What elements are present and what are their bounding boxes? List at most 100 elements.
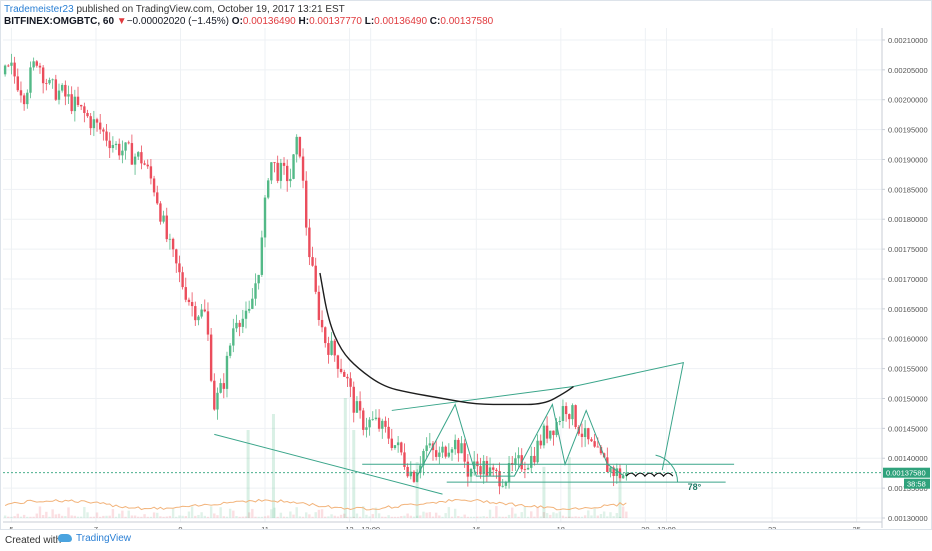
candle-body bbox=[450, 449, 454, 453]
candle-body bbox=[263, 197, 267, 238]
candle-body bbox=[599, 446, 603, 454]
candle-body bbox=[260, 237, 264, 275]
candle-body bbox=[596, 446, 600, 448]
volume-bar bbox=[387, 515, 390, 518]
candle-body bbox=[530, 455, 533, 468]
volume-bar bbox=[292, 514, 295, 518]
candle-body bbox=[48, 79, 51, 84]
volume-bar bbox=[434, 512, 438, 518]
volume-bar bbox=[124, 516, 127, 518]
volume-bar bbox=[149, 516, 153, 518]
volume-bar bbox=[181, 515, 184, 518]
candle-body bbox=[545, 425, 549, 439]
candle-body bbox=[54, 79, 58, 100]
candle-body bbox=[143, 163, 146, 165]
candle-body bbox=[92, 119, 96, 129]
volume-bar bbox=[447, 507, 451, 518]
volume-bar bbox=[438, 515, 441, 518]
candle-body bbox=[564, 406, 568, 415]
volume-bar bbox=[549, 514, 552, 518]
volume-bar bbox=[621, 506, 625, 518]
created-with-label: Created with bbox=[5, 535, 62, 546]
candle-body bbox=[26, 92, 29, 105]
candle-body bbox=[159, 203, 162, 222]
volume-bar bbox=[38, 506, 42, 518]
volume-bar bbox=[219, 507, 222, 518]
candle-body bbox=[298, 136, 302, 157]
candle-body bbox=[387, 426, 390, 439]
candle-body bbox=[371, 419, 374, 420]
candle-body bbox=[583, 428, 587, 437]
price-tick-label: 0.00175000 bbox=[888, 245, 928, 254]
volume-bar bbox=[517, 516, 520, 518]
candle-body bbox=[228, 345, 232, 356]
volume-bar bbox=[111, 509, 115, 518]
symbol-label[interactable]: BITFINEX:OMGBTC, 60 bbox=[4, 16, 115, 27]
candle-body bbox=[219, 383, 222, 393]
candle-body bbox=[152, 178, 156, 193]
candle-body bbox=[526, 467, 530, 470]
price-chart[interactable]: 0.00210000 0.00205000 0.00200000 0.00195000… bbox=[0, 0, 932, 530]
candle-body bbox=[317, 291, 321, 320]
candle-body bbox=[422, 450, 425, 466]
candle-body bbox=[393, 445, 397, 448]
time-tick-label: 16 bbox=[472, 525, 480, 530]
volume-bar bbox=[263, 516, 267, 518]
volume-bar bbox=[492, 516, 495, 518]
volume-bar bbox=[152, 512, 156, 518]
volume-bar bbox=[355, 513, 359, 518]
candle-body bbox=[285, 165, 289, 182]
volume-bar bbox=[463, 514, 466, 518]
countdown-tag bbox=[904, 478, 930, 489]
candle-body bbox=[118, 143, 121, 156]
volume-bar bbox=[324, 516, 327, 518]
forecast-curve bbox=[319, 272, 574, 406]
candle-body bbox=[409, 471, 413, 477]
volume-bar bbox=[317, 509, 321, 518]
volume-bar bbox=[368, 516, 371, 518]
angle-label: 78° bbox=[688, 482, 702, 492]
volume-bar bbox=[555, 513, 558, 518]
candle-body bbox=[98, 122, 102, 130]
volume-bar bbox=[539, 516, 542, 518]
candle-body bbox=[555, 422, 558, 436]
candle-body bbox=[19, 90, 23, 96]
candle-body bbox=[16, 76, 19, 91]
candle-body bbox=[609, 467, 612, 473]
author-link[interactable]: Trademeister23 bbox=[4, 4, 74, 15]
candle-body bbox=[444, 446, 447, 457]
volume-bar bbox=[599, 514, 603, 518]
volume-bar bbox=[469, 516, 473, 518]
volume-bar bbox=[419, 515, 422, 518]
candle-body bbox=[114, 143, 118, 146]
candle-body bbox=[327, 343, 330, 355]
time-tick-label: 12:00 bbox=[361, 525, 380, 530]
volume-bar bbox=[178, 515, 181, 518]
volume-bar bbox=[32, 516, 35, 518]
volume-bar bbox=[371, 514, 374, 518]
volume-bar bbox=[596, 515, 600, 518]
time-tick-label: 5 bbox=[9, 525, 13, 530]
candle-body bbox=[254, 283, 257, 299]
volume-bar bbox=[561, 515, 565, 518]
candle-body bbox=[495, 469, 498, 472]
price-tick-label: 0.00155000 bbox=[888, 365, 928, 374]
candle-body bbox=[171, 238, 175, 250]
candle-body bbox=[111, 145, 115, 149]
candle-body bbox=[358, 401, 362, 411]
volume-bar bbox=[79, 516, 83, 518]
candle-body bbox=[29, 67, 32, 93]
candle-body bbox=[460, 443, 463, 454]
candle-body bbox=[102, 129, 105, 132]
volume-bar bbox=[98, 516, 102, 518]
volume-bar bbox=[260, 516, 264, 518]
volume-bar bbox=[343, 513, 346, 518]
volume-bar bbox=[485, 516, 489, 518]
candle-body bbox=[355, 401, 359, 413]
brand-label: TradingView bbox=[76, 533, 132, 544]
tradingview-logo[interactable]: TradingView bbox=[58, 533, 131, 544]
volume-bar bbox=[523, 506, 527, 518]
candle-body bbox=[441, 446, 444, 453]
candle-body bbox=[308, 227, 311, 258]
volume-bar bbox=[241, 516, 245, 518]
